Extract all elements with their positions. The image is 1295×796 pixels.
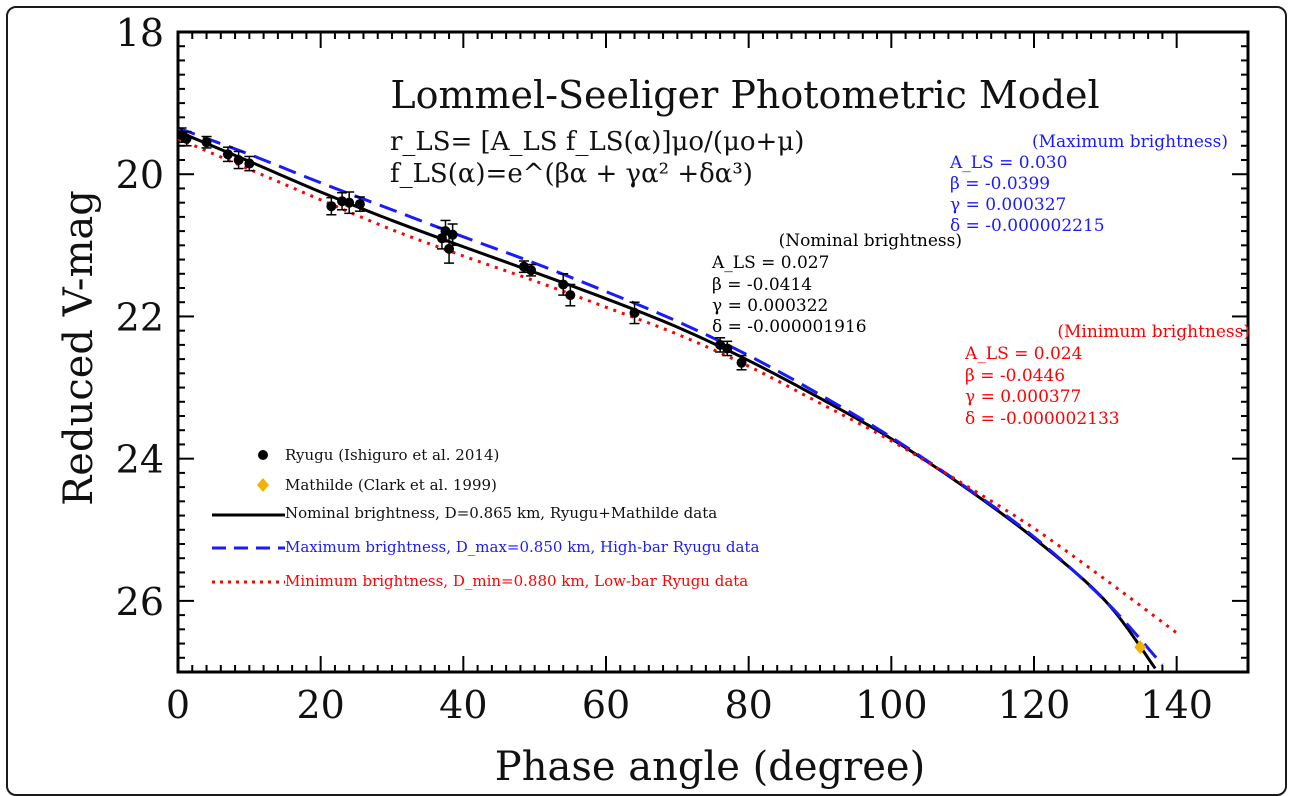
annotation-maximum-header: (Maximum brightness): [1032, 132, 1228, 152]
legend: Ryugu (Ishiguro et al. 2014) Mathilde (C…: [212, 446, 760, 590]
annotation-minimum-gamma: γ = 0.000377: [965, 387, 1081, 407]
x-tick-label: 120: [998, 683, 1071, 727]
annotation-minimum-beta: β = -0.0446: [965, 366, 1065, 386]
ryugu-point: [526, 265, 537, 276]
axis-ticks: 0 20 40 60 80 100 120 140 18 20 22 24 26: [116, 11, 1248, 727]
y-axis-label: Reduced V-mag: [56, 190, 102, 506]
x-tick-label: 80: [724, 683, 772, 727]
ryugu-point: [181, 133, 192, 144]
x-tick-label: 0: [166, 683, 190, 727]
legend-ryugu-marker: [258, 450, 268, 460]
x-axis-label: Phase angle (degree): [495, 744, 925, 789]
chart-title: Lommel-Seeliger Photometric Model: [390, 73, 1099, 117]
ryugu-point: [447, 229, 458, 240]
y-tick-label: 18: [116, 11, 164, 55]
annotation-nominal: (Nominal brightness) A_LS = 0.027 β = -0…: [711, 231, 962, 337]
legend-ryugu-label: Ryugu (Ishiguro et al. 2014): [285, 446, 499, 464]
annotation-minimum: (Minimum brightness) A_LS = 0.024 β = -0…: [964, 322, 1250, 429]
ryugu-point: [326, 201, 337, 212]
ryugu-point: [444, 243, 455, 254]
annotation-maximum-beta: β = -0.0399: [950, 174, 1050, 194]
x-tick-label: 40: [439, 683, 487, 727]
ryugu-point: [722, 343, 733, 354]
annotation-minimum-delta: δ = -0.000002133: [965, 409, 1120, 429]
ryugu-point: [244, 158, 255, 169]
ryugu-point: [201, 137, 212, 148]
legend-nominal-label: Nominal brightness, D=0.865 km, Ryugu+Ma…: [285, 504, 717, 522]
x-tick-label: 20: [296, 683, 344, 727]
annotation-minimum-a: A_LS = 0.024: [964, 344, 1082, 364]
x-tick-label: 100: [855, 683, 928, 727]
ryugu-point: [629, 307, 640, 318]
x-tick-label: 60: [582, 683, 630, 727]
y-tick-label: 26: [116, 580, 164, 624]
plot-border: [176, 30, 1250, 674]
ryugu-point: [222, 149, 233, 160]
series-line-dashed: [177, 126, 1164, 666]
mathilde-point: [1134, 640, 1147, 655]
legend-mathilde-label: Mathilde (Clark et al. 1999): [285, 476, 497, 494]
annotation-minimum-header: (Minimum brightness): [1057, 322, 1250, 342]
annotation-nominal-header: (Nominal brightness): [779, 231, 962, 251]
legend-minimum-label: Minimum brightness, D_min=0.880 km, Low-…: [285, 572, 748, 590]
ryugu-point: [736, 357, 747, 368]
annotation-nominal-a: A_LS = 0.027: [711, 253, 829, 273]
ryugu-point: [565, 290, 576, 301]
equation-1: r_LS= [A_LS f_LS(α)]μo/(μo+μ): [390, 127, 804, 157]
plot-area: [176, 30, 1250, 674]
annotation-maximum: (Maximum brightness) A_LS = 0.030 β = -0…: [949, 132, 1228, 236]
annotation-nominal-beta: β = -0.0414: [712, 275, 812, 295]
y-tick-label: 24: [116, 438, 164, 482]
ryugu-point: [354, 199, 365, 210]
y-tick-label: 20: [116, 153, 164, 197]
annotation-nominal-gamma: γ = 0.000322: [712, 296, 828, 316]
legend-mathilde-marker: [257, 478, 269, 492]
equation-2: f_LS(α)=e^(βα + γα² +δα³): [390, 159, 753, 189]
annotation-maximum-delta: δ = -0.000002215: [950, 216, 1105, 236]
annotation-maximum-a: A_LS = 0.030: [949, 153, 1067, 173]
y-tick-label: 22: [116, 295, 164, 339]
ryugu-point: [344, 197, 355, 208]
annotation-nominal-delta: δ = -0.000001916: [712, 317, 867, 337]
ryugu-point: [558, 279, 569, 290]
x-tick-label: 140: [1140, 683, 1213, 727]
data-points: [176, 127, 1147, 655]
ryugu-point: [233, 155, 244, 165]
legend-maximum-label: Maximum brightness, D_max=0.850 km, High…: [285, 538, 760, 556]
annotation-maximum-gamma: γ = 0.000327: [950, 195, 1066, 215]
